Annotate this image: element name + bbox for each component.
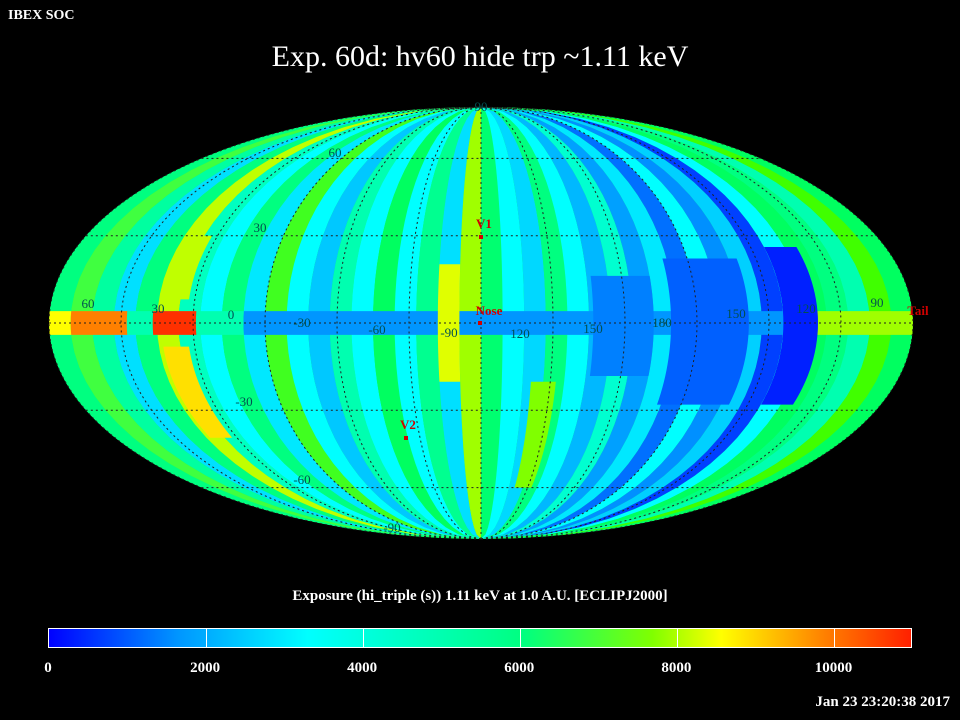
exposure-patch <box>70 311 128 335</box>
exposure-patch <box>163 235 213 300</box>
marker-label: V2 <box>400 417 416 432</box>
header-label: IBEX SOC <box>8 8 75 23</box>
map-title: Exp. 60d: hv60 hide trp ~1.11 keV <box>271 40 689 73</box>
latitude-label: 90 <box>475 99 488 114</box>
exposure-band <box>373 107 481 539</box>
colorbar-tick <box>363 629 365 647</box>
colorbar <box>48 628 912 648</box>
colorbar-tick <box>520 629 522 647</box>
colorbar-title: Exposure (hi_triple (s)) 1.11 keV at 1.0… <box>292 588 668 604</box>
colorbar-tick <box>677 629 679 647</box>
meridian-line <box>264 106 482 540</box>
latitude-label: -60 <box>293 472 310 487</box>
colorbar-tick-label: 2000 <box>190 660 221 676</box>
exposure-band <box>329 107 481 539</box>
exposure-patch <box>760 247 818 405</box>
colorbar-tick-label: 8000 <box>661 660 692 676</box>
meridian-line <box>480 106 554 540</box>
timestamp: Jan 23 23:20:38 2017 <box>815 694 950 710</box>
exposure-band <box>416 107 481 539</box>
longitude-label: 60 <box>82 296 95 311</box>
latitude-label: -30 <box>235 394 252 409</box>
marker-dot <box>404 436 408 440</box>
colorbar-tick-label: 4000 <box>347 660 378 676</box>
colorbar-tick <box>834 629 836 647</box>
marker-label: V1 <box>476 216 492 231</box>
longitude-label: 30 <box>152 301 165 316</box>
exposure-band <box>481 107 633 539</box>
marker-dot <box>478 321 482 325</box>
colorbar-tick-label: 6000 <box>504 660 535 676</box>
meridian-line <box>480 106 914 540</box>
longitude-label: 150 <box>726 306 746 321</box>
longitude-label: 90 <box>871 295 884 310</box>
colorbar-tick-label: 10000 <box>814 660 853 676</box>
longitude-label: 120 <box>796 301 816 316</box>
exposure-patch <box>656 258 749 405</box>
exposure-patch <box>589 275 654 376</box>
exposure-band <box>394 107 481 539</box>
exposure-band <box>481 107 589 539</box>
longitude-label: -60 <box>368 322 385 337</box>
longitude-label: 120 <box>510 326 530 341</box>
meridian-line <box>480 106 842 540</box>
exposure-patch <box>514 381 556 488</box>
colorbar-tick <box>206 629 208 647</box>
marker-label: Tail <box>907 303 929 318</box>
exposure-band <box>351 107 481 539</box>
latitude-label: 30 <box>254 220 267 235</box>
marker-label: Nose <box>476 303 503 318</box>
sky-map: 60 30 0 -30 -60 -90 120 150 180 150 120 90 90 60 30 -30… <box>48 99 929 540</box>
exposure-patch <box>163 346 233 438</box>
longitude-label: 180 <box>652 315 672 330</box>
marker-dot <box>479 235 483 239</box>
latitude-label: 60 <box>329 145 342 160</box>
longitude-label: -90 <box>440 325 457 340</box>
colorbar-tick-label: 0 <box>44 660 52 676</box>
meridian-line <box>480 106 698 540</box>
longitude-label: -30 <box>293 315 310 330</box>
meridian-line <box>192 106 482 540</box>
exposure-band <box>481 107 611 539</box>
latitude-label: -90 <box>383 520 400 535</box>
longitude-label: 150 <box>583 321 603 336</box>
longitude-label: 0 <box>228 307 235 322</box>
